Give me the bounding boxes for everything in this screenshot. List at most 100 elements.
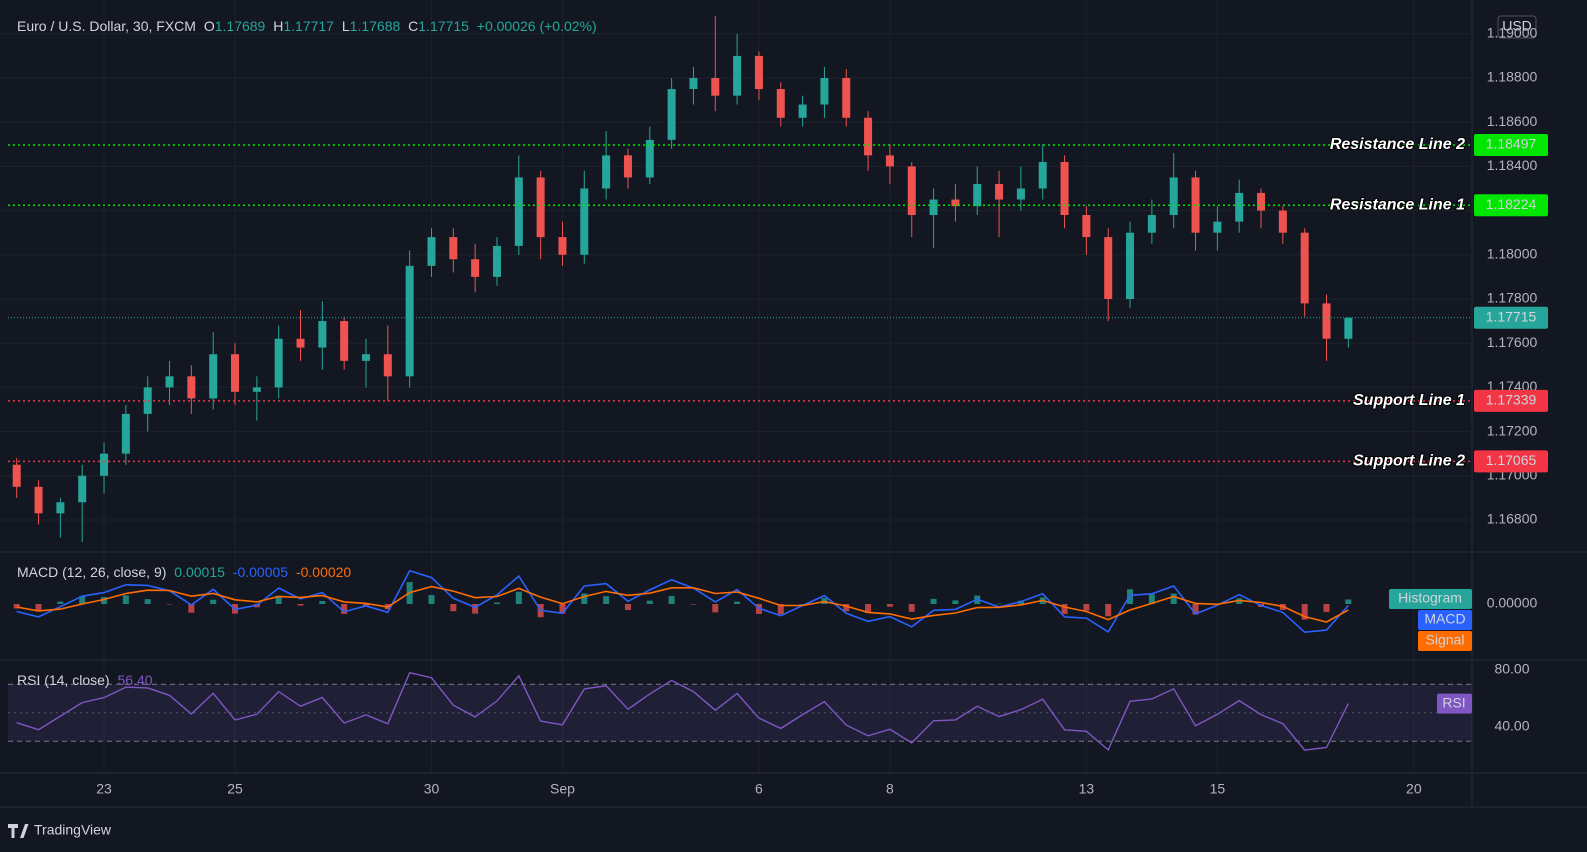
series-badge bbox=[1418, 610, 1472, 630]
series-name: Histogram bbox=[1398, 590, 1462, 606]
candle-body bbox=[187, 376, 196, 399]
candle-body bbox=[12, 464, 21, 487]
candle-body bbox=[754, 55, 763, 90]
level-name: Support Line 2 bbox=[1353, 453, 1465, 470]
level-value: 1.18224 bbox=[1486, 196, 1537, 212]
series-name: MACD bbox=[1424, 611, 1465, 627]
x-tick-label: 20 bbox=[1406, 781, 1422, 797]
x-tick-label: 8 bbox=[886, 781, 894, 797]
candle-body bbox=[1257, 192, 1266, 211]
y-tick-label: 1.18800 bbox=[1487, 69, 1538, 85]
candle-body bbox=[689, 78, 698, 90]
macd-legend: MACD (12, 26, close, 9) 0.00015 -0.00005… bbox=[17, 564, 351, 580]
histogram-bar bbox=[1061, 604, 1068, 614]
candle-body bbox=[492, 245, 501, 277]
macd-line bbox=[16, 569, 1349, 634]
candle-body bbox=[296, 338, 305, 348]
rsi-title: RSI (14, close) bbox=[17, 672, 110, 688]
candle-body bbox=[78, 475, 87, 503]
x-tick-label: 15 bbox=[1210, 781, 1226, 797]
candle-body bbox=[1300, 232, 1309, 304]
series-badge bbox=[1437, 693, 1472, 714]
level-badge bbox=[1474, 194, 1548, 217]
legend: Euro / U.S. Dollar, 30, FXCM O1.17689 H1… bbox=[17, 18, 597, 34]
histogram-bar bbox=[35, 604, 42, 610]
ohlc-value: 1.17715 bbox=[418, 18, 469, 34]
y-tick-label: 1.18000 bbox=[1487, 245, 1538, 261]
histogram-bar bbox=[450, 604, 457, 612]
candle-body bbox=[907, 166, 916, 216]
histogram-bar bbox=[210, 599, 217, 604]
x-tick-label: 23 bbox=[96, 781, 112, 797]
currency-badge[interactable] bbox=[1497, 15, 1537, 39]
y-tick-label: 1.18600 bbox=[1487, 113, 1538, 129]
candle-body bbox=[602, 155, 611, 189]
candle-body bbox=[56, 502, 65, 514]
y-tick-label: 80.00 bbox=[1494, 661, 1529, 677]
candle-body bbox=[864, 117, 873, 156]
ohlc-label: O bbox=[204, 18, 215, 34]
candle-body bbox=[645, 139, 654, 178]
candle-body bbox=[143, 387, 152, 414]
last-price-value: 1.17715 bbox=[1486, 308, 1537, 324]
y-tick-label: 1.19000 bbox=[1487, 25, 1538, 41]
histogram-bar bbox=[1323, 604, 1330, 613]
y-tick-label: 1.17200 bbox=[1487, 422, 1538, 438]
histogram-bar bbox=[79, 596, 86, 604]
histogram-bar bbox=[122, 595, 129, 604]
y-tick-label: 1.17800 bbox=[1487, 290, 1538, 306]
candle-body bbox=[536, 177, 545, 238]
rsi-line bbox=[16, 671, 1349, 752]
histogram-bar bbox=[996, 603, 1003, 605]
histogram-bar bbox=[472, 604, 479, 614]
histogram-bar bbox=[166, 604, 173, 605]
candle-body bbox=[383, 354, 392, 377]
candle-body bbox=[165, 376, 174, 388]
histogram-bar bbox=[297, 604, 304, 606]
currency[interactable]: USD bbox=[1502, 18, 1532, 34]
candle-body bbox=[1235, 192, 1244, 222]
candle-body bbox=[231, 354, 240, 392]
y-tick-label: 1.17600 bbox=[1487, 334, 1538, 350]
footer-brand[interactable]: TradingView bbox=[34, 822, 112, 838]
change: +0.00026 (+0.02%) bbox=[477, 18, 597, 34]
last-price-badge bbox=[1474, 306, 1548, 329]
level-value: 1.17339 bbox=[1486, 392, 1537, 408]
histogram-bar bbox=[603, 596, 610, 604]
x-tick-label: 6 bbox=[755, 781, 763, 797]
ohlc-value: 1.17689 bbox=[215, 18, 266, 34]
logo[interactable] bbox=[8, 824, 29, 838]
y-tick-label: 0.00000 bbox=[1487, 595, 1538, 611]
candle-body bbox=[798, 104, 807, 118]
histogram-bar bbox=[319, 601, 326, 604]
candle-body bbox=[929, 199, 938, 216]
candle-body bbox=[514, 177, 523, 246]
histogram-bar bbox=[646, 600, 653, 604]
candle-body bbox=[776, 89, 785, 118]
histogram-bar bbox=[865, 604, 872, 613]
level-name: Resistance Line 1 bbox=[1330, 197, 1465, 214]
candle-body bbox=[121, 413, 130, 454]
histogram-bar bbox=[144, 599, 151, 604]
level-value: 1.18497 bbox=[1486, 136, 1537, 152]
candle-body bbox=[209, 354, 218, 399]
candle-body bbox=[1038, 161, 1047, 189]
candle-body bbox=[427, 237, 436, 266]
candle-body bbox=[1016, 188, 1025, 200]
histogram-bar bbox=[341, 604, 348, 614]
histogram-bar bbox=[581, 593, 588, 604]
series-name: Signal bbox=[1426, 632, 1465, 648]
candle-body bbox=[667, 89, 676, 140]
x-tick-label: Sep bbox=[550, 781, 575, 797]
candle-body bbox=[951, 199, 960, 207]
candle-body bbox=[34, 486, 43, 514]
macd-title: MACD (12, 26, close, 9) bbox=[17, 564, 166, 580]
histogram-bar bbox=[930, 598, 937, 604]
histogram-bar bbox=[624, 604, 631, 610]
candle-body bbox=[711, 78, 720, 96]
series-badge bbox=[1389, 589, 1472, 609]
candle-body bbox=[1213, 221, 1222, 233]
